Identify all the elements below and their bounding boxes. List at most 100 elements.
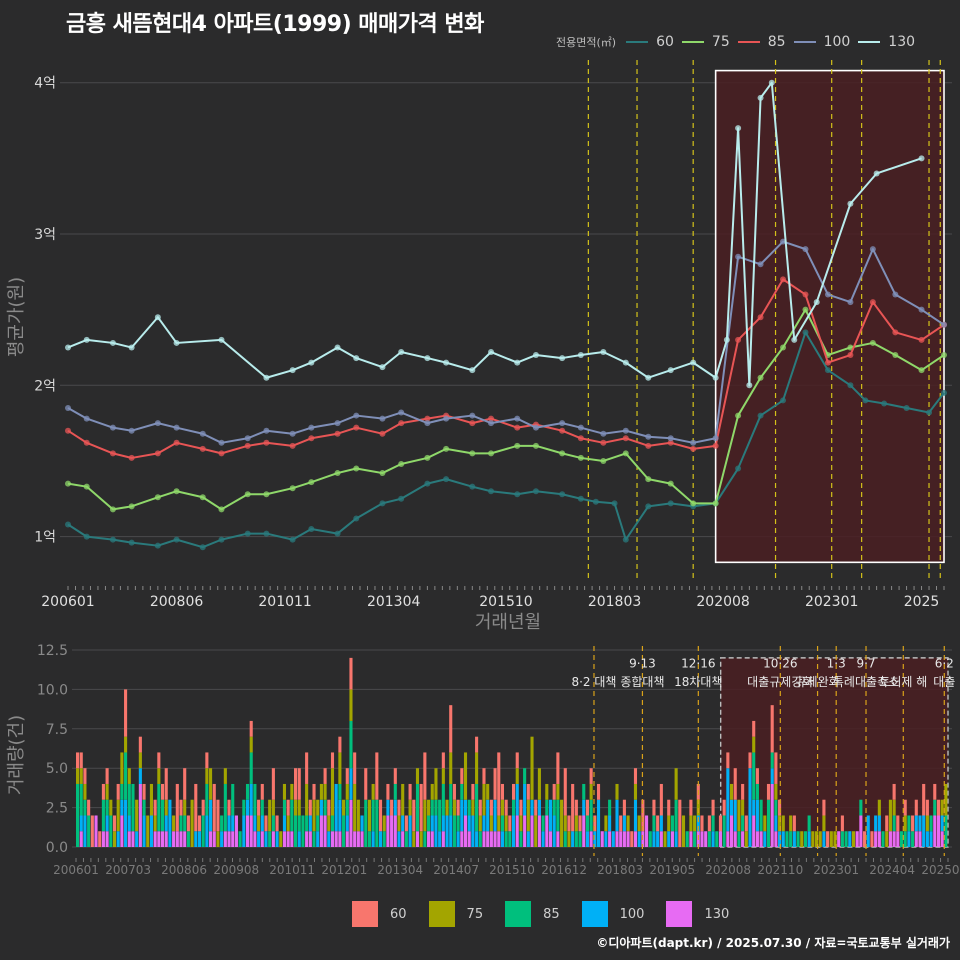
volume-bar-130 bbox=[633, 831, 638, 847]
price-point-60 bbox=[199, 544, 206, 551]
volume-bar-60 bbox=[475, 736, 479, 753]
volume-bar-130 bbox=[615, 831, 619, 847]
volume-bar-60 bbox=[936, 799, 941, 816]
price-point-100 bbox=[424, 420, 431, 427]
volume-bar-85 bbox=[944, 815, 948, 847]
volume-bar-60 bbox=[707, 815, 711, 832]
volume-bar-85 bbox=[342, 815, 346, 847]
volume-bar-85 bbox=[859, 799, 863, 816]
volume-bar-100 bbox=[571, 831, 575, 847]
volume-bar-85 bbox=[430, 799, 434, 816]
price-x-tick-label: 201803 bbox=[588, 594, 641, 610]
volume-bar-85 bbox=[652, 815, 656, 832]
volume-bar-100 bbox=[149, 815, 153, 847]
price-legend-swatch bbox=[626, 41, 649, 43]
volume-bar-130 bbox=[401, 831, 405, 847]
volume-bar-130 bbox=[249, 815, 253, 847]
volume-bar-60 bbox=[164, 768, 168, 800]
volume-bar-85 bbox=[796, 831, 800, 847]
volume-bar-100 bbox=[659, 815, 663, 832]
price-point-60 bbox=[289, 536, 296, 543]
volume-bar-100 bbox=[500, 831, 505, 847]
volume-bar-60 bbox=[390, 799, 394, 816]
volume-bar-60 bbox=[870, 831, 874, 847]
price-point-85 bbox=[802, 291, 809, 298]
policy-name-label: 토허제 해 bbox=[879, 675, 927, 689]
price-point-100 bbox=[353, 412, 360, 419]
volume-bar-60 bbox=[197, 815, 202, 832]
volume-bar-85 bbox=[574, 831, 578, 847]
price-point-75 bbox=[622, 450, 629, 457]
price-point-100 bbox=[892, 291, 899, 298]
price-point-130 bbox=[109, 339, 116, 346]
volume-bar-75 bbox=[83, 783, 87, 800]
volume-bar-75 bbox=[519, 815, 523, 832]
volume-bar-75 bbox=[268, 799, 272, 832]
price-point-100 bbox=[244, 435, 251, 442]
volume-bar-100 bbox=[866, 815, 870, 847]
volume-bar-75 bbox=[316, 799, 320, 816]
price-legend-label: 60 bbox=[656, 34, 674, 50]
volume-bar-60 bbox=[892, 783, 896, 800]
volume-legend-item-60: 60 bbox=[352, 901, 407, 927]
volume-bar-75 bbox=[892, 799, 896, 816]
volume-bar-60 bbox=[896, 815, 900, 832]
volume-bar-100 bbox=[209, 799, 213, 832]
volume-bar-130 bbox=[896, 831, 900, 847]
price-point-75 bbox=[109, 506, 116, 513]
volume-bar-130 bbox=[305, 831, 309, 847]
volume-bar-75 bbox=[781, 815, 785, 832]
volume-bar-130 bbox=[741, 831, 745, 847]
volume-bar-85 bbox=[475, 783, 479, 832]
volume-bar-75 bbox=[449, 752, 453, 784]
volume-bar-75 bbox=[209, 768, 213, 800]
volume-bar-60 bbox=[452, 783, 456, 800]
price-point-100 bbox=[199, 430, 206, 437]
volume-bar-60 bbox=[327, 799, 331, 816]
price-point-130 bbox=[813, 299, 820, 306]
volume-bar-100 bbox=[227, 815, 231, 832]
price-point-75 bbox=[218, 506, 225, 513]
volume-bar-75 bbox=[730, 783, 734, 800]
volume-bar-75 bbox=[778, 815, 782, 832]
price-point-75 bbox=[334, 470, 341, 477]
volume-bar-85 bbox=[741, 815, 745, 832]
volume-bar-75 bbox=[693, 815, 697, 832]
volume-bar-60 bbox=[726, 752, 730, 769]
volume-legend-label: 75 bbox=[466, 906, 484, 922]
volume-bar-60 bbox=[271, 768, 275, 800]
price-point-100 bbox=[667, 435, 674, 442]
volume-bar-130 bbox=[120, 815, 124, 847]
price-point-75 bbox=[600, 457, 607, 464]
volume-bar-75 bbox=[515, 768, 519, 784]
price-point-100 bbox=[109, 424, 116, 431]
price-point-100 bbox=[263, 427, 270, 434]
volume-bar-130 bbox=[914, 831, 918, 847]
price-point-60 bbox=[488, 488, 495, 495]
price-point-75 bbox=[173, 488, 180, 495]
volume-bar-130 bbox=[386, 815, 390, 847]
volume-bar-130 bbox=[160, 831, 165, 847]
volume-bar-100 bbox=[142, 815, 146, 847]
volume-x-tick-label: 202110 bbox=[757, 863, 803, 877]
volume-bar-100 bbox=[907, 831, 911, 847]
volume-bar-100 bbox=[79, 815, 83, 832]
volume-x-tick-label: 202506 bbox=[921, 863, 960, 877]
volume-bar-75 bbox=[814, 831, 819, 847]
volume-bar-85 bbox=[803, 831, 807, 847]
price-point-60 bbox=[334, 530, 341, 537]
volume-bar-85 bbox=[456, 815, 460, 832]
volume-y-tick-label: 5.0 bbox=[46, 761, 68, 777]
volume-bar-130 bbox=[94, 815, 98, 847]
volume-bar-75 bbox=[327, 815, 331, 832]
volume-bar-60 bbox=[160, 783, 165, 800]
volume-bar-60 bbox=[933, 783, 937, 800]
volume-bar-75 bbox=[441, 768, 445, 784]
volume-bar-100 bbox=[168, 799, 172, 847]
volume-legend-swatch bbox=[505, 901, 532, 927]
volume-bar-75 bbox=[789, 815, 793, 832]
price-series-line-100 bbox=[67, 240, 945, 444]
price-point-60 bbox=[757, 412, 764, 419]
volume-bar-100 bbox=[523, 783, 527, 816]
volume-bar-75 bbox=[903, 815, 907, 832]
